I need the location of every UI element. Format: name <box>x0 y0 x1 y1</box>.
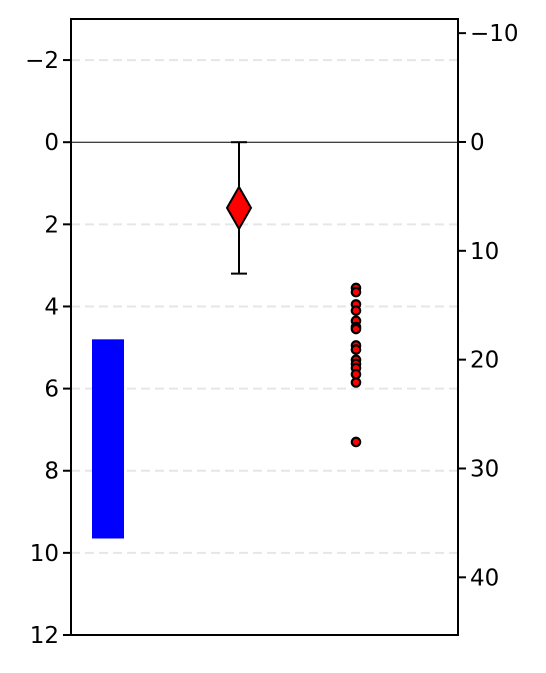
right-tick-label: 40 <box>470 565 499 591</box>
left-tick-label: 12 <box>30 623 59 649</box>
bar <box>92 339 124 539</box>
data-point <box>350 305 362 316</box>
data-point <box>350 323 362 335</box>
right-tick-label: 0 <box>470 130 485 156</box>
left-tick-label: 8 <box>44 459 59 485</box>
mean-diamond-marker <box>225 184 253 231</box>
left-tick-label: 2 <box>44 212 59 238</box>
right-tick-label: −10 <box>470 21 519 47</box>
left-tick-label: 0 <box>44 130 59 156</box>
data-point <box>350 344 362 355</box>
left-tick-label: 10 <box>30 541 59 567</box>
data-point <box>350 377 362 388</box>
data-point <box>350 286 362 298</box>
left-y-axis: −2 0 2 4 6 8 10 12 <box>25 48 71 649</box>
left-tick-label: −2 <box>25 48 59 74</box>
left-tick-label: 6 <box>44 377 59 403</box>
right-tick-label: 30 <box>470 456 499 482</box>
plot-area <box>71 141 458 539</box>
data-point <box>350 436 362 448</box>
right-tick-label: 10 <box>470 239 499 265</box>
right-tick-label: 20 <box>470 348 499 374</box>
left-tick-label: 4 <box>44 294 59 320</box>
plot-frame <box>70 18 459 636</box>
right-y-axis: −10 0 10 20 30 40 <box>458 21 519 591</box>
gridlines <box>71 59 458 554</box>
